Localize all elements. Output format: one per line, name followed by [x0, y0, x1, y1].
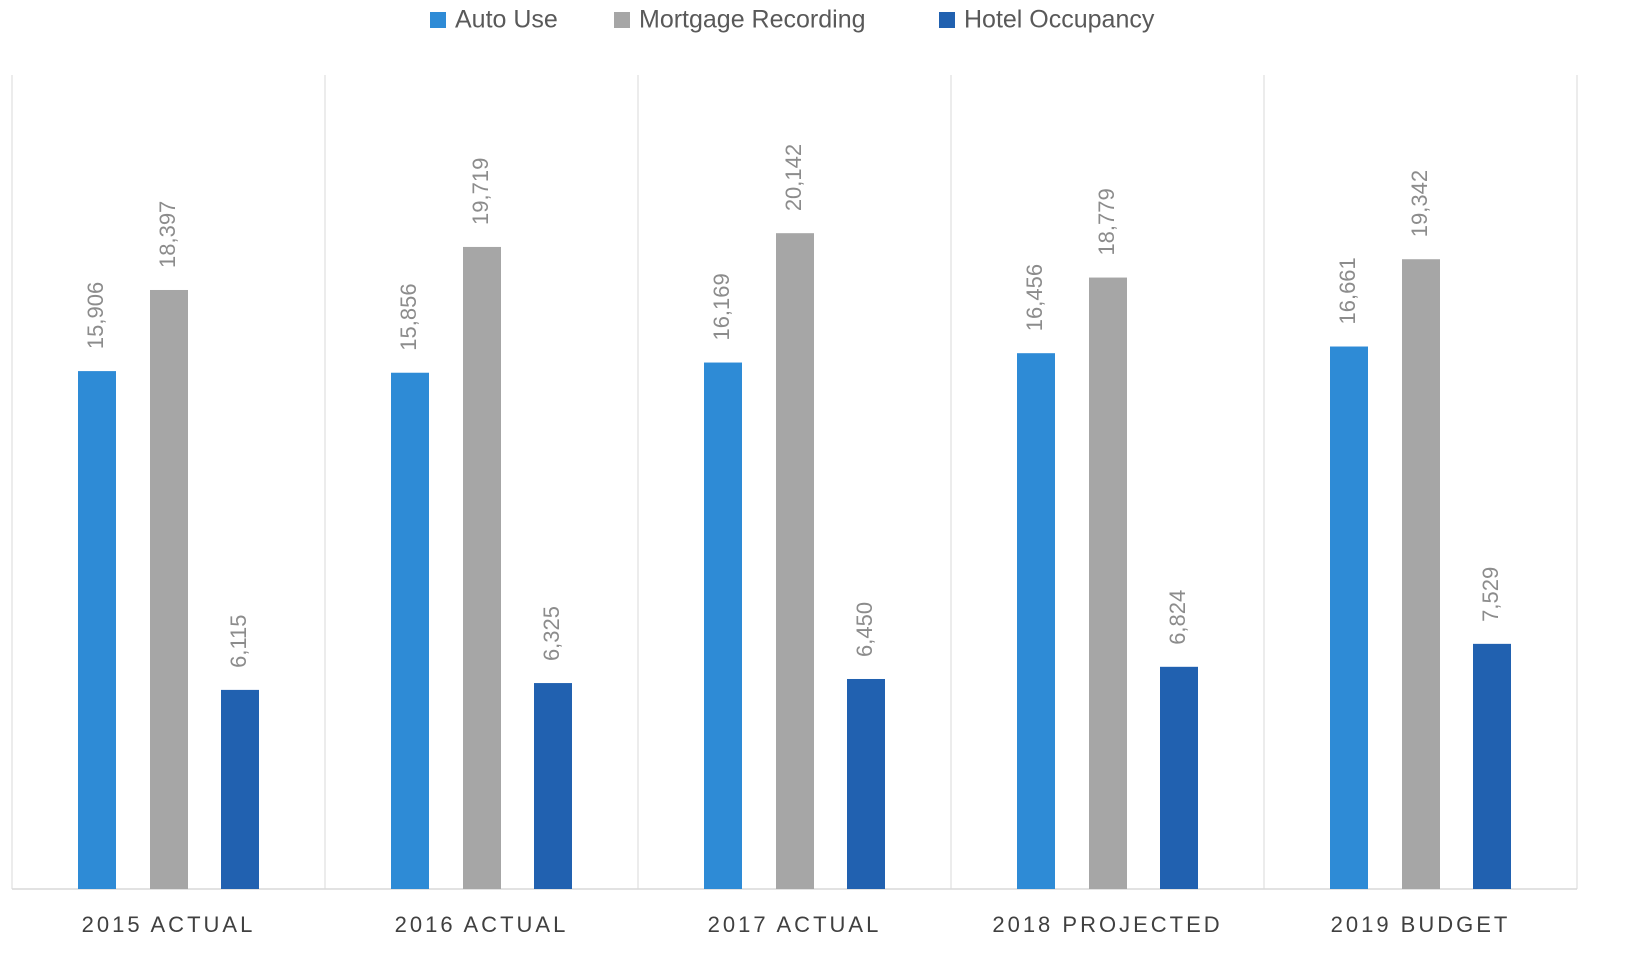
- data-label: 19,719: [468, 158, 493, 225]
- bar: [1330, 346, 1368, 890]
- bar: [150, 289, 188, 890]
- legend-label: Auto Use: [455, 6, 558, 34]
- x-tick-label: 2018 PROJECTED: [992, 912, 1222, 937]
- bar: [463, 246, 501, 890]
- x-tick-label: 2017 ACTUAL: [708, 912, 882, 937]
- bar: [847, 678, 885, 889]
- bar: [1473, 643, 1511, 889]
- legend-swatch: [939, 12, 955, 28]
- data-label: 15,906: [83, 282, 108, 349]
- legend-swatch: [614, 12, 630, 28]
- bar: [1160, 666, 1198, 889]
- data-label: 16,661: [1335, 257, 1360, 324]
- data-label: 6,450: [852, 602, 877, 657]
- x-tick-label: 2016 ACTUAL: [395, 912, 569, 937]
- data-label: 15,856: [396, 283, 421, 350]
- data-label: 18,779: [1094, 188, 1119, 255]
- bar: [704, 362, 742, 889]
- bar: [1402, 259, 1440, 889]
- data-label: 18,397: [155, 201, 180, 268]
- bar: [776, 233, 814, 889]
- x-tick-label: 2015 ACTUAL: [82, 912, 256, 937]
- bar: [1089, 277, 1127, 889]
- data-label: 6,115: [226, 614, 251, 667]
- bar: [221, 689, 259, 889]
- data-label: 19,342: [1407, 170, 1432, 237]
- legend-swatch: [430, 12, 446, 28]
- bar: [391, 372, 429, 889]
- bar: [534, 683, 572, 889]
- data-label: 6,824: [1165, 590, 1190, 645]
- data-label: 6,325: [539, 606, 564, 661]
- legend-label: Mortgage Recording: [639, 6, 866, 34]
- data-label: 16,169: [709, 273, 734, 340]
- bar: [1017, 353, 1055, 889]
- bar: [78, 371, 116, 889]
- x-tick-label: 2019 BUDGET: [1331, 912, 1511, 937]
- data-label: 20,142: [781, 144, 806, 211]
- data-label: 16,456: [1022, 264, 1047, 331]
- legend-label: Hotel Occupancy: [964, 6, 1155, 34]
- data-label: 7,529: [1478, 567, 1503, 622]
